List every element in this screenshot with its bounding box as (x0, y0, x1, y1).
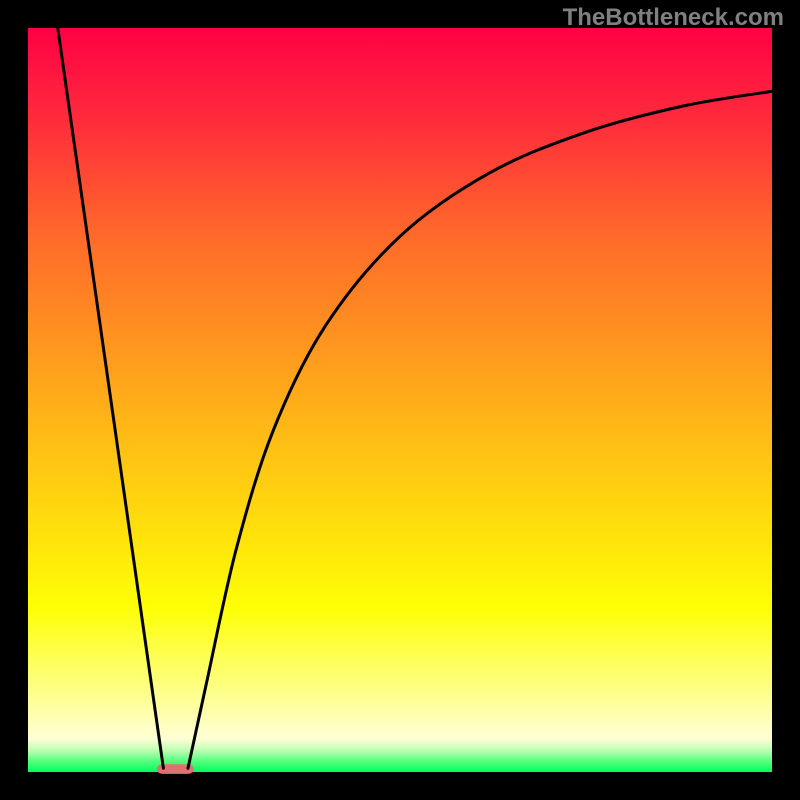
chart-background (28, 28, 772, 772)
chart-container: TheBottleneck.com (0, 0, 800, 800)
bottleneck-chart (0, 0, 800, 800)
watermark-text: TheBottleneck.com (563, 4, 784, 32)
